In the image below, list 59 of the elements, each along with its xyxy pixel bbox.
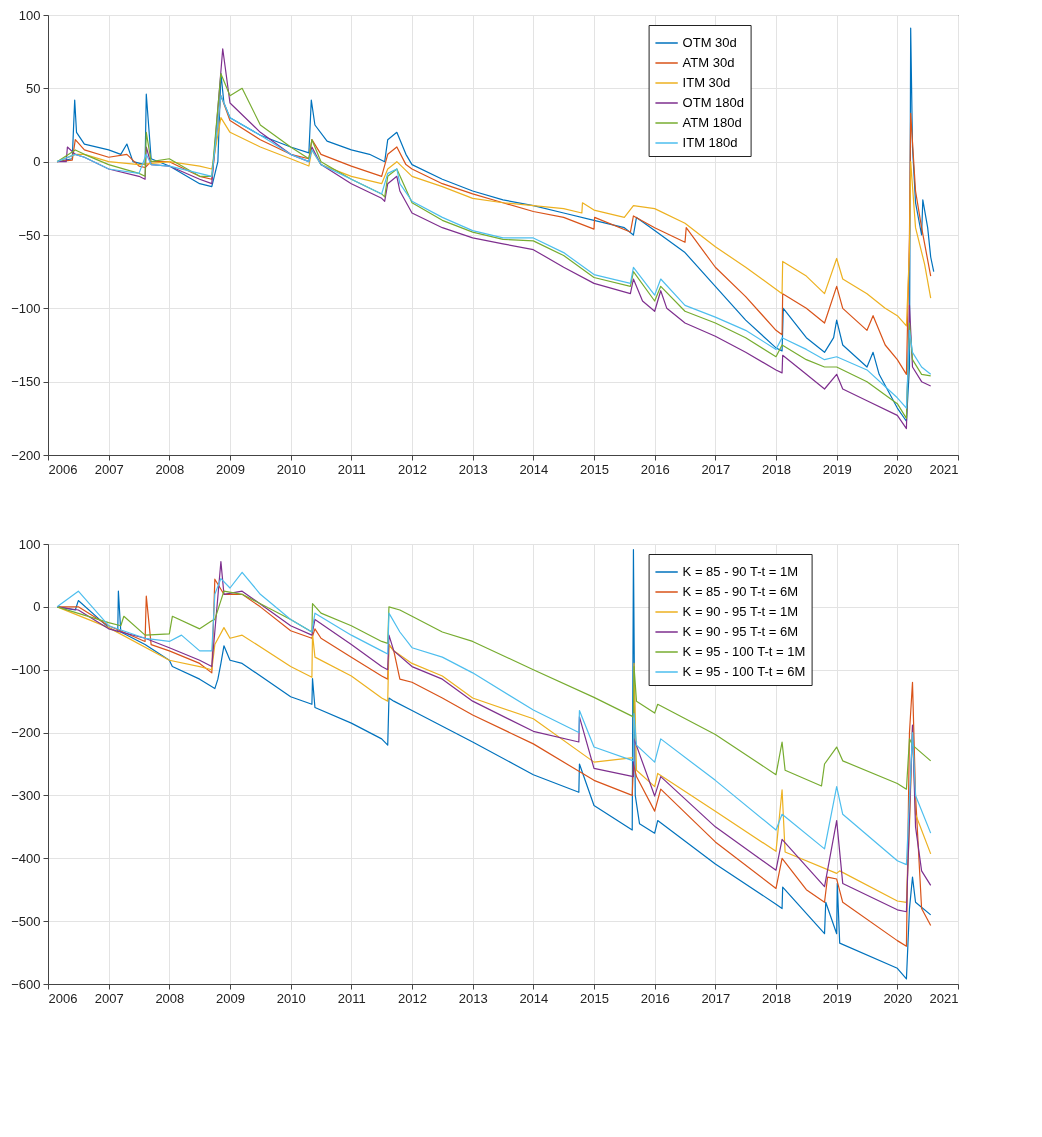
x-tick-label: 2014: [519, 461, 549, 477]
x-tick-label: 2021: [929, 461, 959, 477]
y-tick-label: −100: [11, 662, 41, 678]
y-tick-label: 50: [26, 80, 41, 96]
x-tick-label: 2012: [398, 461, 427, 477]
y-tick-label: −600: [11, 976, 41, 992]
x-tick-label: 2016: [640, 990, 670, 1006]
legend-label: K = 85 - 90 T-t = 1M: [682, 564, 798, 579]
legend-label: K = 85 - 90 T-t = 6M: [682, 584, 798, 599]
y-tick-label: 0: [33, 599, 41, 615]
x-tick-label: 2015: [580, 461, 609, 477]
x-tick-label: 2010: [276, 990, 306, 1006]
x-tick-label: 2006: [48, 990, 78, 1006]
x-tick-label: 2009: [216, 461, 245, 477]
legend-label: K = 90 - 95 T-t = 6M: [682, 624, 798, 639]
legend-label: OTM 180d: [682, 95, 745, 110]
y-tick-label: −300: [11, 787, 41, 803]
legend-label: ITM 30d: [682, 75, 731, 90]
x-tick-label: 2018: [762, 990, 791, 1006]
x-tick-label: 2013: [458, 990, 488, 1006]
x-tick-label: 2020: [883, 461, 913, 477]
legend-label: ATM 180d: [682, 115, 742, 130]
y-tick-label: 100: [18, 7, 41, 23]
x-tick-label: 2011: [337, 461, 366, 477]
x-tick-label: 2014: [519, 990, 549, 1006]
x-tick-label: 2018: [762, 461, 791, 477]
x-tick-label: 2010: [276, 461, 306, 477]
y-tick-label: −200: [11, 725, 41, 741]
x-tick-label: 2019: [822, 461, 852, 477]
y-tick-label: −500: [11, 913, 41, 929]
x-tick-label: 2013: [458, 461, 488, 477]
x-tick-label: 2017: [701, 990, 731, 1006]
legend-label: K = 95 - 100 T-t = 6M: [682, 664, 806, 679]
y-tick-label: −400: [11, 850, 41, 866]
x-tick-label: 2008: [155, 990, 185, 1006]
legend-label: ITM 180d: [682, 135, 738, 150]
legend-label: OTM 30d: [682, 35, 737, 50]
x-tick-label: 2011: [337, 990, 366, 1006]
x-tick-label: 2012: [398, 990, 427, 1006]
x-tick-label: 2017: [701, 461, 731, 477]
x-tick-label: 2009: [216, 990, 245, 1006]
x-tick-label: 2008: [155, 461, 185, 477]
y-tick-label: −100: [11, 300, 41, 316]
x-tick-label: 2019: [822, 990, 852, 1006]
x-tick-label: 2007: [94, 990, 124, 1006]
x-tick-label: 2007: [94, 461, 124, 477]
x-tick-label: 2020: [883, 990, 913, 1006]
x-tick-label: 2016: [640, 461, 670, 477]
x-tick-label: 2006: [48, 461, 78, 477]
legend-label: ATM 30d: [682, 55, 735, 70]
legend-label: K = 90 - 95 T-t = 1M: [682, 604, 798, 619]
x-tick-label: 2021: [929, 990, 959, 1006]
y-tick-label: −150: [11, 374, 41, 390]
y-tick-label: −200: [11, 447, 41, 463]
y-tick-label: −50: [18, 227, 41, 243]
legend-label: K = 95 - 100 T-t = 1M: [682, 644, 806, 659]
x-tick-label: 2015: [580, 990, 609, 1006]
y-tick-label: 100: [18, 536, 41, 552]
y-tick-label: 0: [33, 154, 41, 170]
